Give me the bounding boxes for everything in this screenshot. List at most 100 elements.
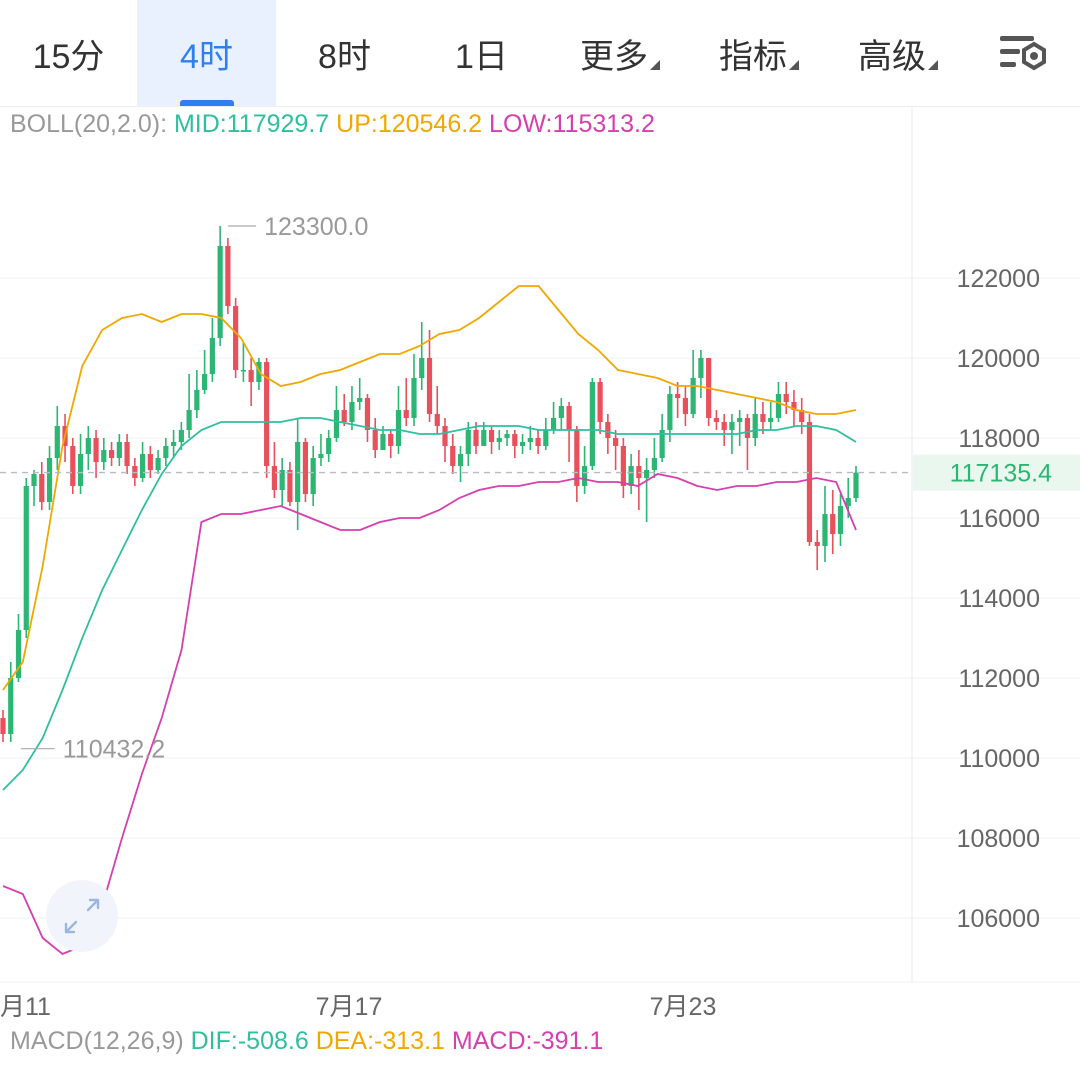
macd-dea-value: DEA:-313.1 [315,1027,445,1055]
candle-body [845,498,851,506]
tab-label: 指标 [719,37,787,76]
y-tick-label: 114000 [958,585,1040,613]
candle-body [837,506,844,534]
candle-body [163,446,169,458]
candle-body [690,378,696,414]
boll-mid-value: MID:117929.7 [173,110,330,138]
candle-body [287,470,293,502]
candle-body [202,374,208,390]
y-tick-label: 106000 [957,905,1040,933]
candle-body [675,394,681,398]
candle-body [799,410,805,422]
dropdown-corner-icon [789,60,799,70]
y-tick-label: 108000 [957,825,1040,853]
candle-body [395,410,402,446]
tab-advanced-dropdown[interactable]: 高级 [828,0,968,106]
candle-body [70,446,76,486]
candle-body [77,454,84,486]
candle-body [155,458,161,470]
candle-body [613,438,619,446]
candle-body [310,458,316,494]
y-tick-label: 112000 [958,665,1040,693]
candle-body [357,398,363,402]
candle-body [248,370,254,382]
candle-body [488,430,495,442]
candle-body [233,306,239,370]
candlestick-chart[interactable]: 122000 120000 118000 116000 114000 112000 1100… [0,106,1080,1024]
candle-body [341,410,347,422]
macd-legend: MACD(12,26,9) DIF:-508.6 DEA:-313.1 MACD… [10,1027,603,1056]
candle-body [667,394,673,430]
candle-body [217,246,223,338]
candle-body [574,430,580,486]
tab-more-dropdown[interactable]: 更多 [550,0,690,106]
candle-body [279,470,285,490]
candle-body [124,442,130,466]
y-tick-label: 118000 [958,425,1040,453]
candle-body [333,410,340,438]
candle-body [752,414,758,438]
candle-body [426,358,433,414]
tab-label: 1日 [455,37,508,76]
candle-body [194,390,200,410]
candle-body [729,422,735,430]
candle-body [0,718,6,734]
candle-body [326,438,332,454]
candle-body [302,442,309,494]
tab-15min[interactable]: 15分 [0,0,137,106]
candle-body [527,438,533,442]
candle-body [8,678,14,734]
candle-body [628,466,634,486]
candle-body [419,358,425,378]
candle-body [209,338,215,374]
candle-body [31,474,37,486]
tab-8h[interactable]: 8时 [276,0,413,106]
candle-body [473,430,479,446]
candle-body [101,450,107,462]
candle-body [597,382,603,422]
candle-body [713,418,720,422]
y-tick-label: 110000 [958,745,1040,773]
candle-body [93,438,99,462]
candle-body [349,402,355,422]
boll-legend: BOLL(20,2.0): MID:117929.7 UP:120546.2 L… [10,110,655,139]
last-price-label: 117135.4 [950,460,1053,488]
boll-lower-line [2,473,857,956]
dropdown-corner-icon [650,60,660,70]
settings-sliders-icon[interactable] [998,32,1050,74]
candle-body [271,466,278,490]
candle-body [54,426,60,458]
tab-label: 更多 [580,37,648,76]
candle-body [481,430,487,446]
candle-body [737,418,743,422]
tab-4h[interactable]: 4时 [137,0,276,106]
candle-body [186,410,192,430]
candle-body [504,434,510,438]
candle-body [682,398,688,414]
candle-body [814,542,820,546]
candle-body [364,398,371,430]
candle-body [550,418,557,430]
max-price-label: 123300.0 [264,213,368,241]
candle-body [46,458,53,502]
candle-body [318,454,324,458]
boll-low-value: LOW:115313.2 [489,110,655,138]
candle-body [581,466,588,486]
macd-name: MACD(12,26,9) [10,1027,184,1055]
boll-mid-line [2,417,857,791]
tab-1d[interactable]: 1日 [413,0,550,106]
candle-body [644,470,650,478]
candle-body [442,426,448,446]
candle-body [659,430,665,458]
candle-body [147,454,153,470]
candle-body [791,402,797,410]
tab-label: 15分 [32,37,105,76]
boll-name: BOLL(20,2.0): [10,110,168,138]
boll-upper-line [2,285,857,691]
candle-body [116,442,122,458]
expand-arrows-icon [64,898,100,934]
candle-body [744,418,751,438]
candle-body [822,514,828,546]
tab-indicators-dropdown[interactable]: 指标 [690,0,828,106]
tab-label: 4时 [180,37,233,76]
